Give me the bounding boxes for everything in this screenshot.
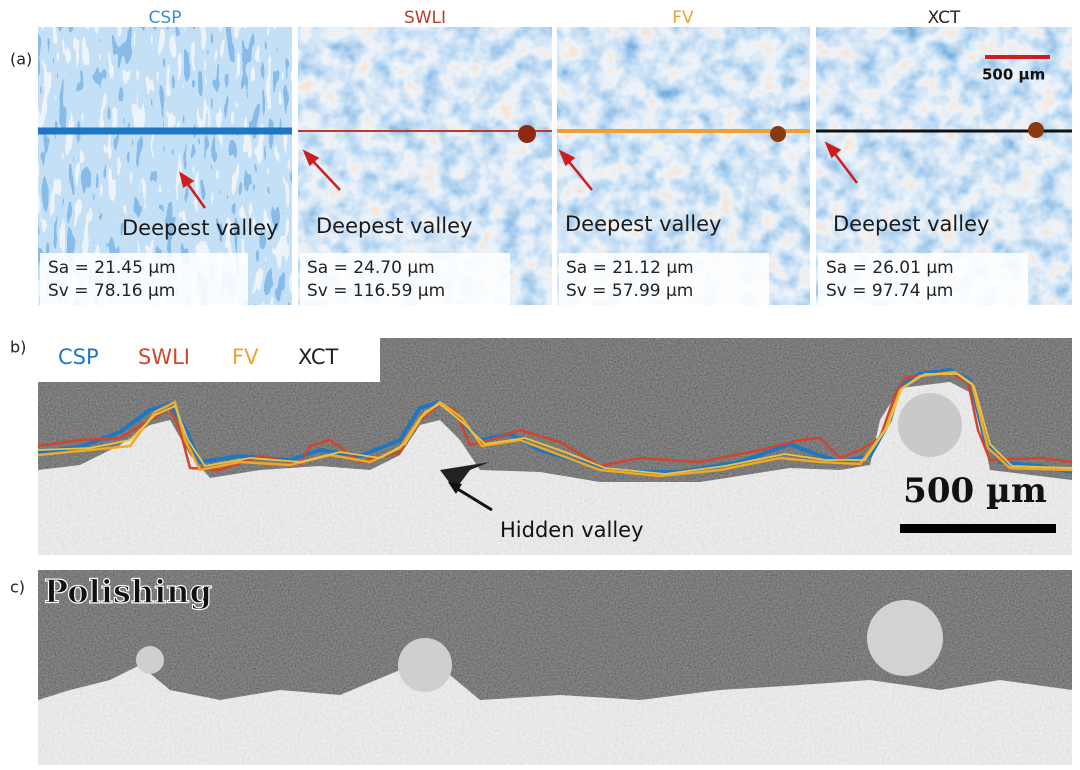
sa-value: Sa = 24.70 µm bbox=[307, 258, 435, 278]
panel-title: FV bbox=[672, 8, 694, 28]
annotation: Deepest valley bbox=[316, 214, 472, 238]
panel-title: SWLI bbox=[404, 8, 446, 28]
info-box bbox=[559, 253, 769, 305]
info-box bbox=[300, 253, 510, 305]
scale-bar-label: 500 µm bbox=[982, 66, 1045, 84]
legend-entry: SWLI bbox=[138, 345, 190, 369]
legend-box bbox=[38, 338, 380, 382]
scale-bar bbox=[900, 524, 1056, 533]
panel-title: XCT bbox=[928, 8, 961, 28]
sv-value: Sv = 97.74 µm bbox=[826, 281, 953, 301]
particle bbox=[898, 393, 962, 457]
particle bbox=[867, 600, 943, 676]
panel-title: CSP bbox=[149, 8, 182, 28]
sa-value: Sa = 21.12 µm bbox=[566, 258, 694, 278]
valley-spot bbox=[518, 125, 536, 143]
info-box bbox=[818, 253, 1028, 305]
annotation: Deepest valley bbox=[565, 212, 721, 236]
sv-value: Sv = 78.16 µm bbox=[48, 281, 175, 301]
legend-entry: CSP bbox=[58, 345, 99, 369]
valley-spot bbox=[770, 126, 786, 142]
sv-value: Sv = 57.99 µm bbox=[566, 281, 693, 301]
arrow bbox=[455, 486, 493, 512]
panel-title: Polishing bbox=[44, 573, 212, 611]
legend-entry: FV bbox=[232, 345, 259, 369]
annotation: Deepest valley bbox=[122, 216, 278, 240]
sa-value: Sa = 26.01 µm bbox=[826, 258, 954, 278]
scale-bar-label: 500 µm bbox=[903, 471, 1047, 511]
panel-label: (a) bbox=[10, 50, 32, 69]
panel-label: b) bbox=[10, 338, 26, 357]
arrows bbox=[179, 141, 858, 209]
annotation: Hidden valley bbox=[500, 518, 644, 542]
particle bbox=[398, 638, 452, 692]
valley-spot bbox=[1028, 122, 1044, 138]
annotation: Deepest valley bbox=[833, 212, 989, 236]
legend-entry: XCT bbox=[298, 345, 339, 369]
arrow-head bbox=[448, 482, 462, 494]
profiles bbox=[37, 367, 1073, 478]
info-box bbox=[40, 253, 248, 305]
sa-value: Sa = 21.45 µm bbox=[48, 258, 176, 278]
particle bbox=[136, 646, 164, 674]
sv-value: Sv = 116.59 µm bbox=[307, 281, 445, 301]
panel-label: c) bbox=[10, 578, 25, 597]
